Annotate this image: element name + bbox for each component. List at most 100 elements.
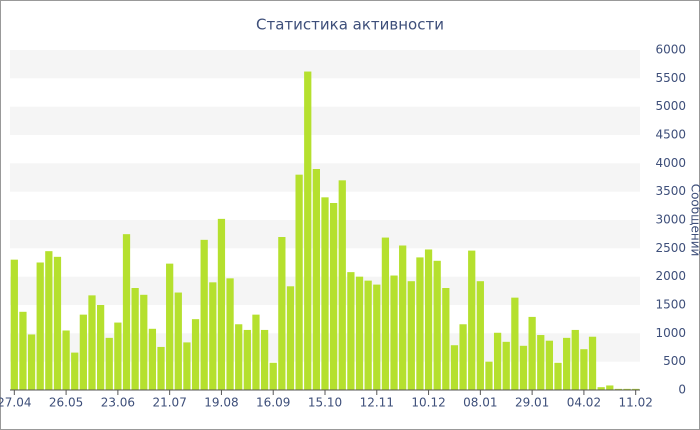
- y-tick-label: 1500: [655, 298, 686, 312]
- bar: [79, 314, 87, 390]
- bar: [304, 71, 312, 391]
- bar: [537, 335, 545, 390]
- bar: [476, 281, 484, 390]
- x-tick-label: 04.02: [567, 396, 601, 410]
- bar: [545, 340, 554, 390]
- bar: [226, 278, 234, 390]
- y-tick-label: 5500: [655, 71, 686, 85]
- x-tick-label: 11.02: [619, 396, 653, 410]
- bar: [450, 345, 459, 390]
- x-tick-label: 08.01: [463, 396, 497, 410]
- bar: [252, 314, 260, 390]
- bar: [122, 234, 131, 390]
- bar: [321, 197, 329, 390]
- bar: [519, 345, 528, 390]
- bar: [36, 262, 44, 390]
- bar: [269, 362, 277, 390]
- y-tick-label: 3500: [655, 184, 686, 198]
- bar: [355, 276, 364, 390]
- bar: [312, 169, 320, 390]
- bar: [235, 324, 243, 390]
- bar: [364, 280, 372, 390]
- x-tick-label: 12.11: [360, 396, 394, 410]
- bar: [209, 282, 217, 390]
- x-tick-label: 19.08: [204, 396, 238, 410]
- x-tick-label: 10.12: [411, 396, 445, 410]
- bar: [286, 286, 295, 390]
- bar: [528, 316, 536, 390]
- bar: [217, 218, 226, 390]
- bar: [554, 362, 562, 390]
- bar: [243, 329, 251, 390]
- bar: [623, 388, 631, 390]
- bar: [174, 292, 182, 390]
- grid-band: [10, 106, 640, 135]
- bar: [493, 332, 502, 390]
- x-tick-label: 21.07: [152, 396, 186, 410]
- x-tick-label: 16.09: [256, 396, 290, 410]
- bar: [131, 288, 139, 390]
- bar: [588, 336, 597, 390]
- bar: [105, 337, 113, 390]
- x-tick-label: 15.10: [308, 396, 342, 410]
- bar: [433, 260, 441, 390]
- y-tick-label: 1000: [655, 326, 686, 340]
- bar: [468, 250, 476, 390]
- bar: [53, 256, 62, 390]
- bar: [597, 387, 605, 390]
- y-tick-label: 6000: [655, 43, 686, 57]
- grid-band: [10, 50, 640, 79]
- y-axis-label: Сообщений: [689, 184, 700, 257]
- bar: [191, 319, 200, 390]
- bar: [399, 245, 407, 390]
- bar: [580, 349, 588, 390]
- bar: [183, 342, 191, 390]
- y-tick-label: 0: [678, 383, 686, 397]
- bar: [330, 203, 338, 390]
- y-tick-label: 3000: [655, 213, 686, 227]
- bar: [511, 297, 519, 390]
- bar: [502, 341, 510, 390]
- y-tick-label: 4500: [655, 128, 686, 142]
- bar: [10, 259, 18, 390]
- bar: [200, 239, 208, 390]
- bar: [606, 385, 614, 390]
- bar: [278, 237, 286, 390]
- bar: [614, 388, 623, 390]
- bar: [347, 272, 355, 390]
- bar: [407, 281, 415, 390]
- chart-title: Статистика активности: [256, 16, 444, 34]
- y-tick-label: 2000: [655, 269, 686, 283]
- bar: [381, 237, 390, 390]
- bar: [114, 322, 122, 390]
- y-tick-label: 4000: [655, 156, 686, 170]
- bar: [260, 329, 269, 390]
- bar: [88, 295, 96, 390]
- x-tick-label: 29.01: [515, 396, 549, 410]
- grid-band: [10, 163, 640, 192]
- bar: [71, 352, 79, 390]
- bar: [632, 388, 640, 390]
- bar: [27, 334, 36, 390]
- bar: [45, 251, 53, 390]
- bar: [166, 263, 174, 390]
- bar: [571, 329, 579, 390]
- y-tick-label: 500: [663, 354, 686, 368]
- bar: [485, 361, 493, 390]
- bar: [373, 284, 381, 390]
- bar: [459, 324, 467, 390]
- x-tick-label: 27.04: [0, 396, 31, 410]
- bar: [390, 275, 398, 390]
- bar: [140, 294, 148, 390]
- bar: [338, 180, 346, 390]
- y-tick-label: 2500: [655, 241, 686, 255]
- bar: [157, 346, 165, 390]
- bar: [96, 305, 105, 390]
- bar: [148, 328, 157, 390]
- x-tick-label: 26.05: [49, 396, 83, 410]
- bar: [563, 337, 571, 390]
- bar: [295, 174, 303, 390]
- bar: [424, 249, 433, 390]
- y-tick-label: 5000: [655, 99, 686, 113]
